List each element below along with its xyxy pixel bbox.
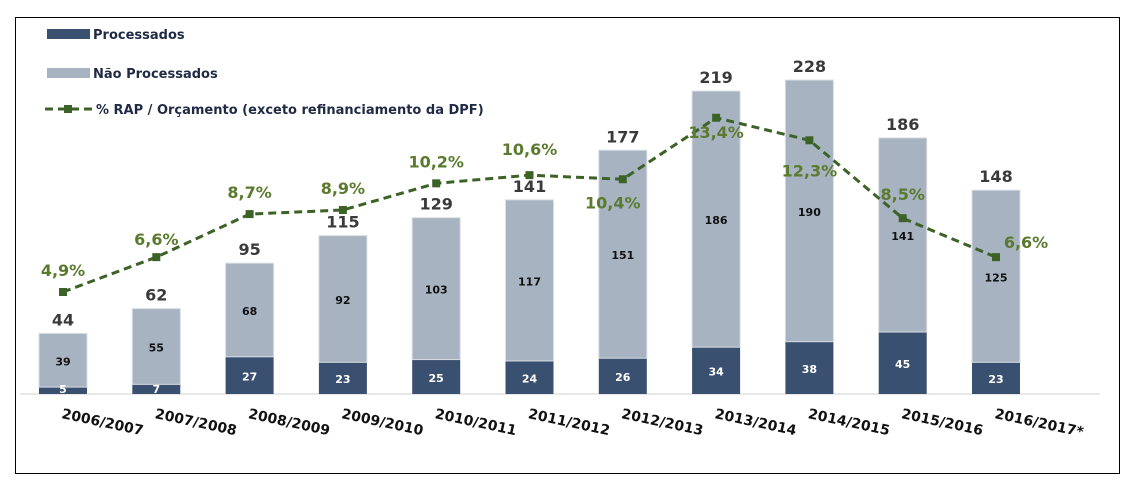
data-label-nao-processados: 151 — [611, 249, 634, 262]
data-label-processados: 38 — [802, 363, 817, 376]
data-label-total: 115 — [326, 213, 359, 232]
data-label-total: 141 — [513, 177, 546, 196]
data-label-percent: 6,6% — [134, 230, 178, 249]
x-tick-label: 2013/2014 — [713, 406, 798, 439]
bar-processados — [39, 387, 87, 394]
bar-nao-processados — [38, 332, 88, 388]
legend-label-processados: Processados — [93, 28, 185, 43]
line-marker — [992, 253, 1000, 262]
bar-nao-processados — [878, 137, 928, 333]
bar-processados — [692, 347, 741, 394]
x-tick-label: 2012/2013 — [620, 406, 705, 439]
data-label-nao-processados: 68 — [242, 305, 257, 318]
data-label-total: 219 — [699, 68, 732, 87]
x-tick-label: 2015/2016 — [900, 406, 985, 439]
x-tick-label: 2008/2009 — [247, 406, 332, 439]
data-label-processados: 45 — [895, 358, 910, 371]
bar-processados — [785, 341, 834, 394]
data-label-processados: 5 — [59, 383, 67, 396]
data-label-processados: 24 — [522, 372, 538, 385]
data-label-percent: 8,7% — [227, 183, 271, 202]
data-label-nao-processados: 55 — [149, 341, 164, 354]
bar-nao-processados — [598, 149, 648, 359]
bar-nao-processados — [411, 217, 461, 361]
data-label-processados: 25 — [429, 372, 444, 385]
legend-swatch-nao-processados — [47, 68, 90, 78]
bar-nao-processados — [505, 199, 554, 362]
bar-nao-processados — [691, 90, 741, 348]
line-marker — [898, 214, 907, 223]
x-tick-label: 2011/2012 — [527, 406, 612, 439]
data-label-nao-processados: 190 — [798, 206, 821, 219]
data-label-percent: 13,4% — [688, 123, 744, 142]
x-tick-label: 2010/2011 — [433, 406, 518, 439]
line-marker — [805, 136, 814, 145]
x-tick-label: 2007/2008 — [153, 406, 238, 439]
legend-line-marker — [64, 105, 72, 113]
data-label-nao-processados: 103 — [425, 284, 448, 297]
data-label-processados: 7 — [152, 383, 160, 396]
bar-processados — [972, 362, 1020, 394]
chart-frame — [15, 17, 1120, 474]
data-label-percent: 10,2% — [408, 152, 464, 171]
data-label-percent: 10,6% — [502, 140, 558, 159]
data-label-total: 129 — [419, 195, 452, 214]
line-marker — [338, 206, 347, 214]
bar-nao-processados — [318, 235, 368, 363]
data-label-total: 228 — [793, 57, 826, 76]
bar-nao-processados — [784, 79, 834, 343]
data-label-total: 148 — [979, 167, 1012, 186]
bar-processados — [878, 332, 927, 394]
bar-processados — [225, 356, 274, 394]
line-marker — [712, 113, 721, 122]
line-marker — [618, 175, 627, 184]
data-label-percent: 10,4% — [585, 193, 641, 212]
data-label-nao-processados: 141 — [891, 230, 914, 243]
line-marker — [245, 210, 254, 219]
bar-processados — [132, 384, 181, 394]
data-label-processados: 23 — [335, 373, 350, 386]
legend-swatch-processados — [47, 29, 90, 39]
bar-processados — [412, 359, 461, 394]
data-label-nao-processados: 117 — [518, 275, 541, 288]
bar-processados — [598, 358, 647, 394]
data-label-nao-processados: 125 — [985, 271, 1008, 284]
data-label-processados: 34 — [708, 366, 724, 379]
bar-processados — [318, 362, 367, 394]
data-label-total: 95 — [238, 240, 260, 259]
line-marker — [59, 288, 67, 296]
line-marker — [525, 171, 534, 180]
bar-nao-processados — [225, 262, 275, 358]
data-label-percent: 8,9% — [321, 179, 365, 198]
data-label-nao-processados: 92 — [335, 294, 350, 307]
x-tick-label: 2014/2015 — [807, 406, 892, 439]
data-label-total: 186 — [886, 115, 919, 134]
data-label-percent: 6,6% — [1004, 233, 1048, 252]
bar-nao-processados — [971, 189, 1021, 363]
data-label-nao-processados: 39 — [55, 355, 70, 368]
x-tick-label: 2016/2017* — [993, 406, 1085, 441]
legend-label-nao-processados: Não Processados — [93, 67, 218, 82]
line-marker — [152, 253, 161, 262]
bar-processados — [505, 360, 554, 394]
x-tick-label: 2009/2010 — [340, 406, 425, 439]
data-label-processados: 23 — [988, 373, 1003, 386]
bar-nao-processados — [131, 308, 181, 385]
legend-label-rap: % RAP / Orçamento (exceto refinanciament… — [96, 103, 484, 118]
data-label-nao-processados: 186 — [705, 214, 728, 227]
data-label-percent: 8,5% — [881, 185, 925, 204]
data-label-percent: 12,3% — [782, 161, 838, 180]
data-label-percent: 4,9% — [41, 261, 85, 280]
data-label-total: 44 — [52, 310, 74, 329]
data-label-processados: 26 — [615, 371, 631, 384]
data-label-total: 177 — [606, 127, 639, 146]
data-label-processados: 27 — [242, 370, 257, 383]
x-tick-label: 2006/2007 — [60, 406, 145, 439]
data-label-total: 62 — [145, 286, 167, 305]
line-marker — [432, 179, 441, 188]
